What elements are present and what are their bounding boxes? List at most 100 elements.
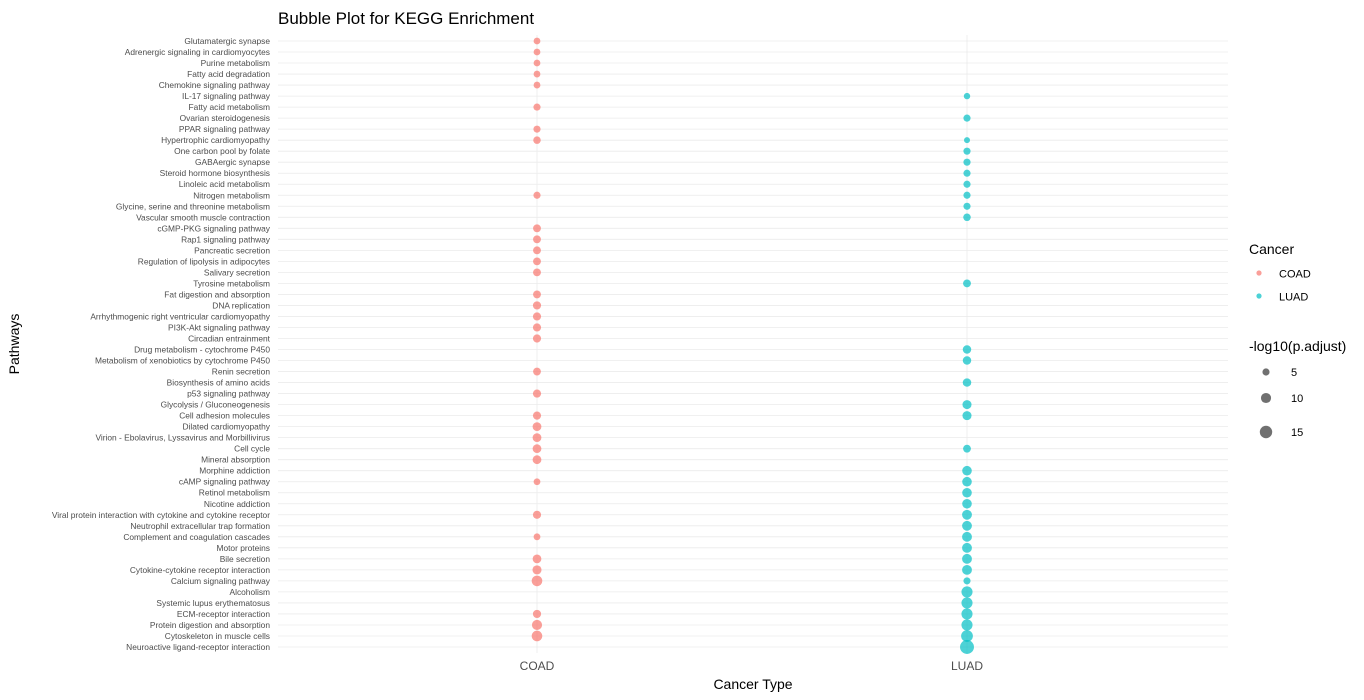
point-coad — [532, 609, 542, 619]
y-tick-label: Protein digestion and absorption — [150, 620, 270, 630]
point-luad — [964, 137, 970, 144]
point-coad — [532, 312, 542, 321]
legend-size-key — [1259, 425, 1273, 439]
point-coad — [533, 48, 541, 56]
y-tick-label: Cytoskeleton in muscle cells — [165, 631, 270, 641]
y-tick-label: Fatty acid metabolism — [189, 102, 270, 112]
point-luad — [961, 619, 973, 631]
y-tick-label: Cytokine-cytokine receptor interaction — [130, 565, 270, 575]
point-coad — [533, 59, 541, 67]
y-tick-label: Glycine, serine and threonine metabolism — [116, 201, 270, 211]
y-tick-label: Morphine addiction — [199, 466, 270, 476]
point-coad — [532, 510, 542, 519]
point-coad — [533, 257, 541, 266]
y-tick-label: Systemic lupus erythematosus — [156, 598, 270, 608]
y-tick-label: Dilated cardiomyopathy — [182, 422, 270, 432]
y-tick-label: Purine metabolism — [201, 58, 270, 68]
y-tick-label: GABAergic synapse — [195, 157, 270, 167]
point-luad — [962, 553, 972, 564]
y-tick-label: Fat digestion and absorption — [164, 289, 270, 299]
x-tick-label: COAD — [520, 659, 555, 673]
legend-key-luad — [1256, 293, 1262, 299]
point-coad — [533, 533, 541, 541]
point-luad — [961, 597, 973, 609]
y-tick-label: Alcoholism — [230, 587, 271, 597]
y-tick-label: cAMP signaling pathway — [179, 477, 271, 487]
y-tick-label: Complement and coagulation cascades — [123, 532, 270, 542]
point-coad — [533, 191, 541, 199]
y-tick-label: Retinol metabolism — [199, 488, 270, 498]
y-tick-label: Metabolism of xenobiotics by cytochrome … — [95, 356, 270, 366]
point-luad — [961, 630, 973, 642]
point-luad — [962, 498, 972, 509]
y-tick-label: Fatty acid degradation — [187, 69, 270, 79]
y-tick-label: Arrhythmogenic right ventricular cardiom… — [90, 311, 270, 321]
point-luad — [962, 400, 972, 410]
y-tick-label: Adrenergic signaling in cardiomyocytes — [125, 47, 270, 57]
y-tick-label: IL-17 signaling pathway — [182, 91, 271, 101]
y-tick-label: Ovarian steroidogenesis — [180, 113, 270, 123]
y-tick-label: Pancreatic secretion — [194, 245, 270, 255]
legend-size-label: 10 — [1291, 393, 1303, 405]
point-luad — [963, 158, 971, 166]
legend-key-coad — [1256, 270, 1262, 276]
y-tick-label: Bile secretion — [220, 554, 271, 564]
y-tick-label: Neutrophil extracellular trap formation — [130, 521, 270, 531]
point-luad — [962, 378, 972, 387]
y-tick-label: PPAR signaling pathway — [179, 124, 271, 134]
point-coad — [532, 389, 542, 398]
point-luad — [962, 476, 972, 487]
x-tick-label: LUAD — [951, 659, 983, 673]
point-luad — [962, 564, 972, 575]
y-tick-label: Hypertrophic cardiomyopathy — [161, 135, 271, 145]
y-tick-label: Steroid hormone biosynthesis — [160, 168, 270, 178]
point-coad — [533, 37, 541, 45]
point-luad — [962, 520, 972, 531]
point-coad — [532, 444, 542, 454]
legend-size-key — [1260, 392, 1272, 404]
y-tick-label: Motor proteins — [216, 543, 270, 553]
y-tick-label: Virion - Ebolavirus, Lyssavirus and Morb… — [95, 433, 270, 443]
y-tick-label: Renin secretion — [212, 367, 271, 377]
point-luad — [963, 191, 971, 199]
point-luad — [961, 586, 973, 598]
y-tick-label: Chemokine signaling pathway — [159, 80, 271, 90]
point-luad — [962, 465, 972, 476]
point-coad — [532, 323, 542, 332]
point-coad — [531, 575, 543, 587]
point-luad — [962, 356, 972, 365]
y-tick-label: Cell adhesion molecules — [179, 411, 270, 421]
point-coad — [533, 290, 541, 299]
y-tick-label: cGMP-PKG signaling pathway — [157, 223, 270, 233]
point-coad — [532, 433, 542, 443]
point-coad — [532, 334, 542, 343]
point-coad — [533, 268, 541, 277]
x-axis-title: Cancer Type — [713, 676, 792, 692]
y-tick-label: Nicotine addiction — [204, 499, 270, 509]
y-tick-label: Linoleic acid metabolism — [179, 179, 270, 189]
point-coad — [531, 619, 543, 631]
point-coad — [532, 565, 542, 575]
point-coad — [533, 224, 541, 233]
point-coad — [533, 81, 541, 89]
point-coad — [532, 422, 542, 432]
point-luad — [962, 542, 972, 553]
point-luad — [963, 169, 971, 177]
y-tick-label: Calcium signaling pathway — [171, 576, 271, 586]
y-tick-label: Glycolysis / Gluconeogenesis — [161, 400, 270, 410]
y-tick-label: PI3K-Akt signaling pathway — [168, 322, 271, 332]
y-tick-label: Cell cycle — [234, 444, 270, 454]
grid — [278, 35, 1228, 653]
y-tick-label: Vascular smooth muscle contraction — [136, 212, 270, 222]
point-coad — [533, 103, 541, 111]
legend-label-luad: LUAD — [1279, 292, 1308, 304]
y-tick-label: Drug metabolism - cytochrome P450 — [134, 345, 270, 355]
legend-color-title: Cancer — [1249, 241, 1294, 257]
y-tick-label: p53 signaling pathway — [187, 389, 271, 399]
legend-size-title: -log10(p.adjust) — [1249, 338, 1346, 354]
point-luad — [963, 147, 971, 155]
point-luad — [963, 114, 971, 122]
point-coad — [531, 630, 543, 642]
y-tick-label: Nitrogen metabolism — [193, 190, 270, 200]
